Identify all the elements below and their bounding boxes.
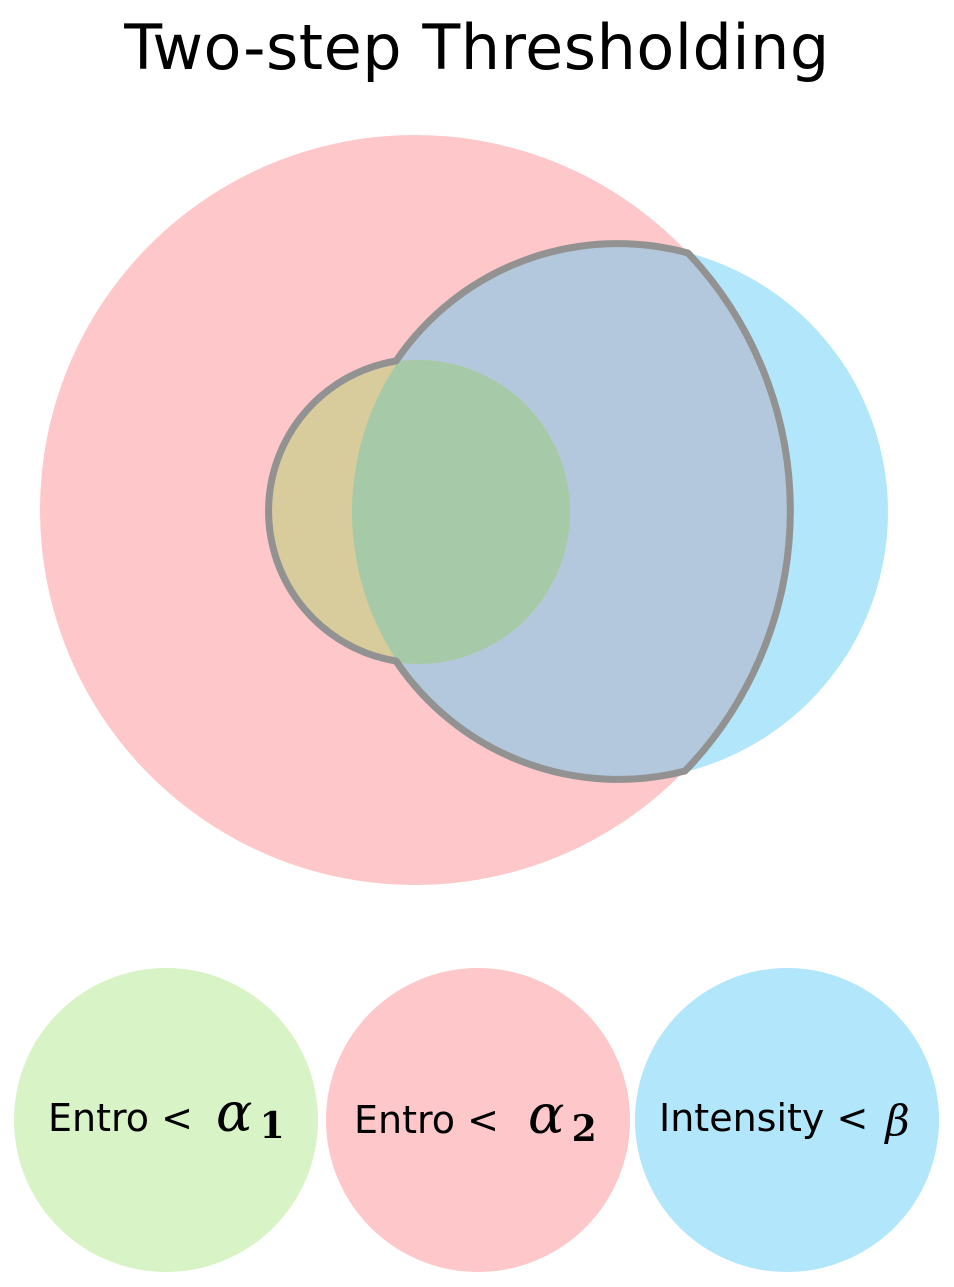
legend-alpha-symbol: α [528,1083,564,1146]
legend-label: Intensity < [659,1096,868,1140]
svg-text:Entro < α 1: Entro < α 1 [48,1081,285,1147]
legend-item-entro-alpha1: Entro < α 1 [14,968,318,1272]
alpha1-beta-overlap-region [352,360,570,664]
legend: Entro < α 1 Entro < α 2 Intensity < β [14,968,939,1272]
svg-text:Entro < α 2: Entro < α 2 [354,1083,597,1150]
diagram-title: Two-step Thresholding [124,11,830,84]
legend-alpha-symbol: α [216,1081,252,1144]
legend-item-intensity-beta: Intensity < β [635,968,939,1272]
legend-swatch-alpha1 [14,968,318,1272]
legend-label: Entro < [354,1098,499,1142]
legend-subscript: 1 [260,1105,285,1147]
legend-beta-symbol: β [883,1096,909,1145]
svg-text:Intensity < β: Intensity < β [659,1096,910,1145]
legend-item-entro-alpha2: Entro < α 2 [326,968,630,1272]
legend-swatch-beta [635,968,939,1272]
legend-swatch-alpha2 [326,968,630,1272]
legend-subscript: 2 [572,1108,597,1150]
selected-region-outline [265,240,794,783]
legend-label: Entro < [48,1096,193,1140]
